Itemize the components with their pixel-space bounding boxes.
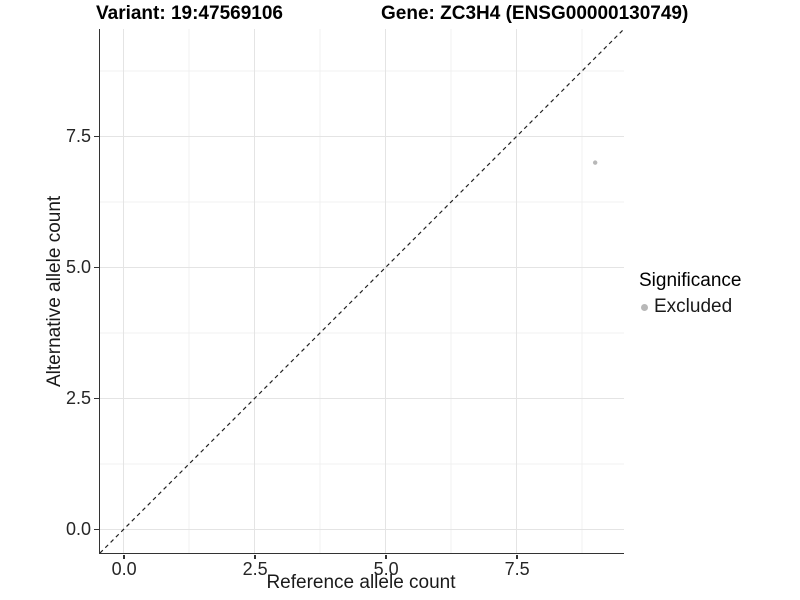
identity-line [100,29,624,553]
x-tick-mark [254,554,256,559]
y-tick-mark [94,135,99,138]
legend-title: Significance [639,270,742,291]
x-tick-label: 7.5 [504,559,530,579]
x-tick-label: 2.5 [242,559,268,579]
y-tick-mark [94,266,99,269]
y-tick-mark [94,397,99,400]
legend-entry-label: Excluded [654,296,733,317]
chart-svg [100,29,624,553]
x-tick-mark [516,554,518,559]
x-tick-mark [123,554,125,559]
y-tick-mark [94,528,99,531]
y-axis-title: Alternative allele count [44,195,65,387]
plot-panel [99,29,624,554]
y-tick-label: 7.5 [65,126,91,147]
y-tick-label: 5.0 [65,257,91,278]
x-axis-title: Reference allele count [266,572,456,593]
y-tick-label: 2.5 [65,388,91,409]
plot-title-gene: Gene: ZC3H4 (ENSG00000130749) [381,3,689,24]
y-tick-label: 0.0 [65,519,91,540]
legend-point-icon [641,303,648,311]
x-tick-label: 0.0 [111,559,137,579]
x-tick-mark [385,554,387,559]
x-tick-label: 5.0 [373,559,399,579]
legend: Significance Excluded [639,270,741,319]
legend-entry: Excluded [639,295,741,319]
data-point [592,160,598,165]
plot-title-variant: Variant: 19:47569106 [96,3,283,24]
